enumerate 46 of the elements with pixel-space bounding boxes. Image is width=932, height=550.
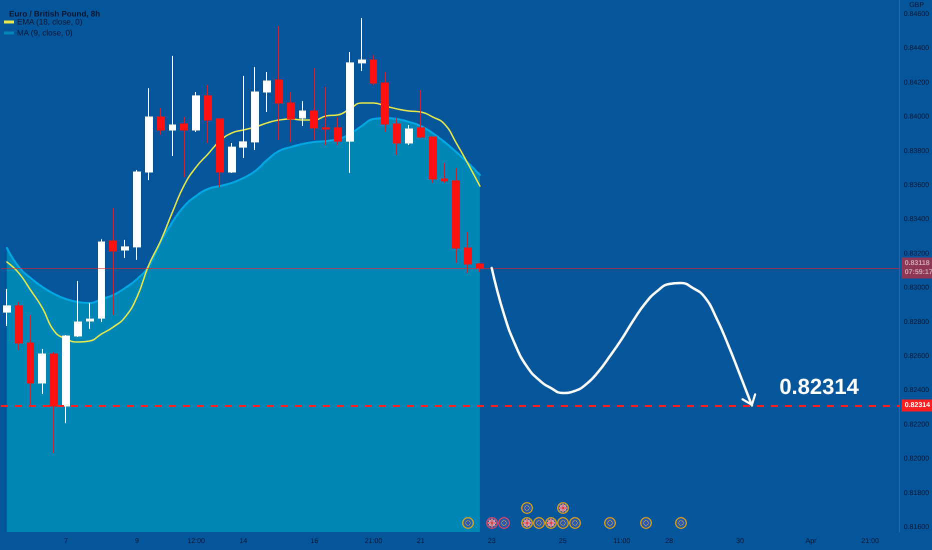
- candlestick: [381, 71, 389, 133]
- candlestick: [133, 169, 141, 260]
- candlestick: [157, 108, 165, 136]
- candlestick: [287, 92, 295, 142]
- candlestick: [299, 100, 306, 127]
- candlestick: [476, 262, 484, 273]
- candlestick: [370, 54, 377, 86]
- candlestick: [228, 142, 236, 174]
- candlestick: [441, 162, 448, 184]
- candlestick: [62, 334, 70, 424]
- candlestick: [204, 84, 212, 144]
- candlestick: [322, 86, 330, 146]
- candlestick: [50, 351, 58, 454]
- candlestick: [192, 92, 200, 133]
- line-series: [6, 102, 481, 343]
- candlestick: [86, 302, 94, 330]
- candlestick: [98, 238, 105, 323]
- candlestick: [429, 136, 437, 184]
- candlestick: [346, 51, 354, 174]
- candlestick: [109, 207, 117, 316]
- candlestick: [216, 118, 224, 188]
- candlestick: [3, 288, 11, 326]
- candlestick: [239, 75, 247, 159]
- candlestick: [121, 239, 129, 259]
- candlestick: [263, 71, 271, 113]
- candlestick: [27, 314, 34, 408]
- candlestick: [145, 88, 153, 181]
- legend-label: MA (9, close, 0): [17, 28, 73, 38]
- candlestick: [417, 89, 425, 138]
- candlestick: [180, 116, 188, 178]
- candlestick: [310, 68, 318, 141]
- legend-label: EMA (18, close, 0): [17, 18, 83, 26]
- candlestick: [251, 66, 259, 150]
- candlestick: [405, 124, 413, 146]
- candlestick: [464, 232, 472, 274]
- candlestick: [275, 25, 283, 141]
- candlestick: [334, 116, 342, 146]
- candlestick: [169, 55, 176, 156]
- annotation: 0.82314: [779, 374, 860, 399]
- candlestick: [393, 117, 401, 156]
- candlestick: [15, 301, 23, 351]
- candlestick: [38, 348, 46, 394]
- candlestick: [358, 17, 366, 72]
- text: Euro / British Pound, 8h: [9, 10, 100, 18]
- candlestick: [74, 280, 82, 338]
- candlestick: [452, 167, 460, 264]
